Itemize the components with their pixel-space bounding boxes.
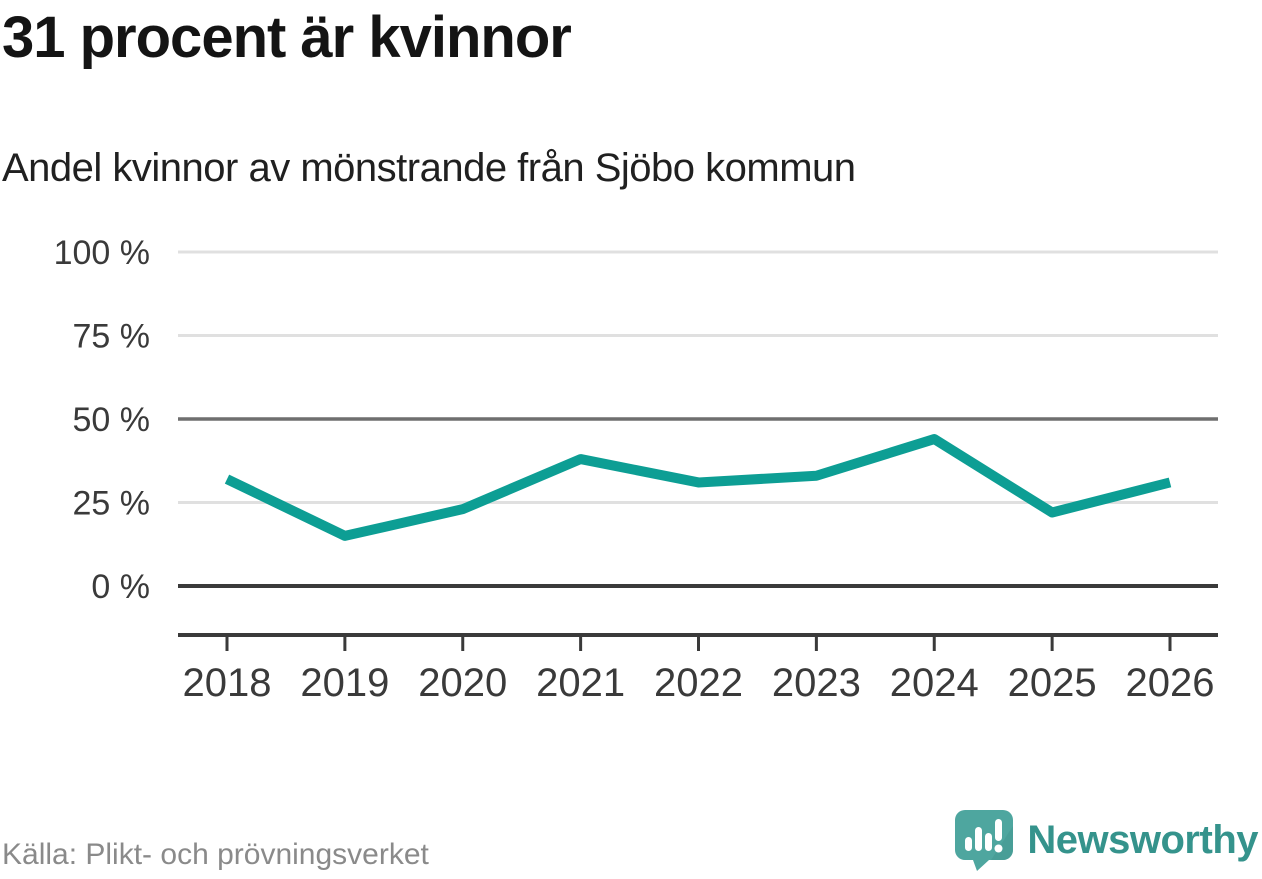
newsworthy-brand: Newsworthy <box>953 810 1258 871</box>
x-tick-label: 2023 <box>772 661 861 705</box>
x-tick-label: 2019 <box>300 661 389 705</box>
y-tick-label: 75 % <box>73 318 151 356</box>
y-tick-label: 25 % <box>73 485 151 523</box>
x-tick-label: 2020 <box>418 661 507 705</box>
speech-bubble-bar-chart-icon <box>955 810 1014 871</box>
x-tick-label: 2024 <box>890 661 979 705</box>
x-tick-label: 2018 <box>183 661 272 705</box>
newsworthy-wordmark: Newsworthy <box>1027 818 1258 862</box>
y-tick-label: 0 % <box>91 568 150 606</box>
x-tick-label: 2026 <box>1126 661 1215 705</box>
y-tick-label: 50 % <box>73 401 151 439</box>
x-tick-label: 2021 <box>536 661 625 705</box>
x-tick-label: 2025 <box>1008 661 1097 705</box>
chart-subtitle: Andel kvinnor av mönstrande från Sjöbo k… <box>2 146 856 190</box>
line-chart: 0 % 25 % 50 % 75 % 100 % 2018 2019 2020 2021 2022… <box>54 234 1218 705</box>
y-tick-label: 100 % <box>54 234 150 272</box>
chart-title: 31 procent är kvinnor <box>2 5 572 70</box>
x-tick-label: 2022 <box>654 661 743 705</box>
data-line <box>224 434 1172 541</box>
source-note: Källa: Plikt- och prövningsverket <box>2 838 429 871</box>
